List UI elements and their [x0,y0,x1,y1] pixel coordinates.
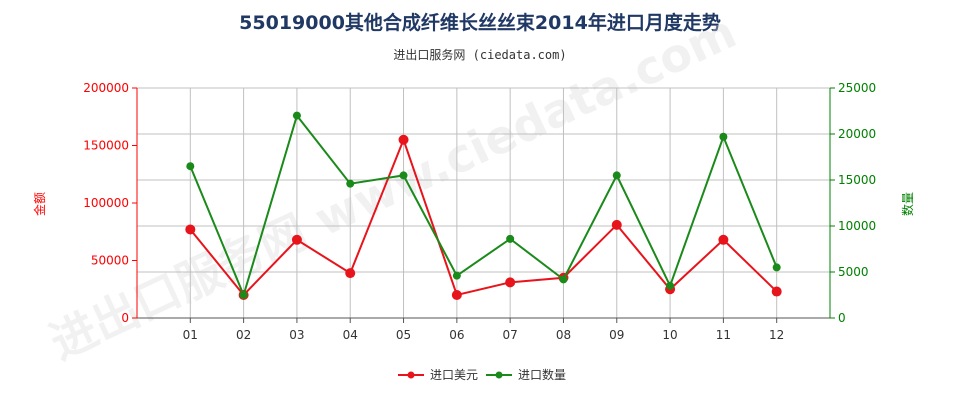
chart-title: 55019000其他合成纤维长丝丝束2014年进口月度走势 [239,12,721,34]
right-tick-label: 20000 [838,127,876,141]
x-tick-label: 04 [343,328,358,342]
series-2-point [292,111,301,120]
series-1-point [771,286,782,297]
axis-layer: 0 50000 100000 150000 200000 0 5000 10000 15000 2… [83,81,876,342]
series-2-point [452,271,461,280]
legend-label: 进口数量 [518,367,566,382]
left-axis-label: 金额 [32,192,47,216]
series-1-point [185,224,196,235]
series-2-point [719,132,728,141]
series-2-point [186,162,195,171]
series-1-point [451,290,462,300]
series-2-point [346,179,355,188]
x-tick-label: 01 [183,328,198,342]
left-tick-label: 0 [121,311,129,325]
series-1-point [345,268,356,279]
x-tick-label: 05 [396,328,411,342]
legend-swatch-point [495,371,503,379]
series-line-2 [189,113,778,298]
watermark: 进出口服务网 www.ciedata.com [42,4,744,370]
series-2-point [239,291,248,299]
series-2-point [772,263,781,272]
x-tick-label: 12 [769,328,784,342]
right-axis-label: 数量 [900,192,915,216]
series-2-point [559,275,568,284]
series-2-point [612,171,621,180]
x-tick-label: 03 [289,328,304,342]
series-2-point [506,234,515,243]
series-1-point [505,277,516,288]
left-tick-label: 50000 [91,254,129,268]
left-tick-label: 100000 [83,196,129,210]
x-tick-label: 10 [662,328,677,342]
series-1-point [611,219,622,230]
x-tick-label: 02 [236,328,251,342]
x-tick-label: 08 [556,328,571,342]
x-tick-label: 06 [449,328,464,342]
right-tick-label: 5000 [838,265,869,279]
x-tick-label: 07 [503,328,518,342]
left-tick-label: 150000 [83,139,129,153]
right-tick-label: 25000 [838,81,876,95]
left-tick-label: 200000 [83,81,129,95]
legend-label: 进口美元 [430,368,478,382]
series-line-1 [189,136,778,297]
series-layer [185,111,782,300]
legend-swatch-point [407,371,415,379]
series-2-point [666,281,675,290]
legend: 进口美元 进口数量 [398,367,566,382]
right-tick-label: 10000 [838,219,876,233]
series-2-point [399,171,408,180]
right-tick-label: 15000 [838,173,876,187]
series-1-point [398,134,409,145]
x-tick-label: 11 [716,328,731,342]
x-tick-label: 09 [609,328,624,342]
chart-subtitle: 进出口服务网 (ciedata.com) [393,48,567,62]
series-1-point [291,234,302,245]
series-1-point [718,234,729,245]
right-tick-label: 0 [838,311,846,325]
